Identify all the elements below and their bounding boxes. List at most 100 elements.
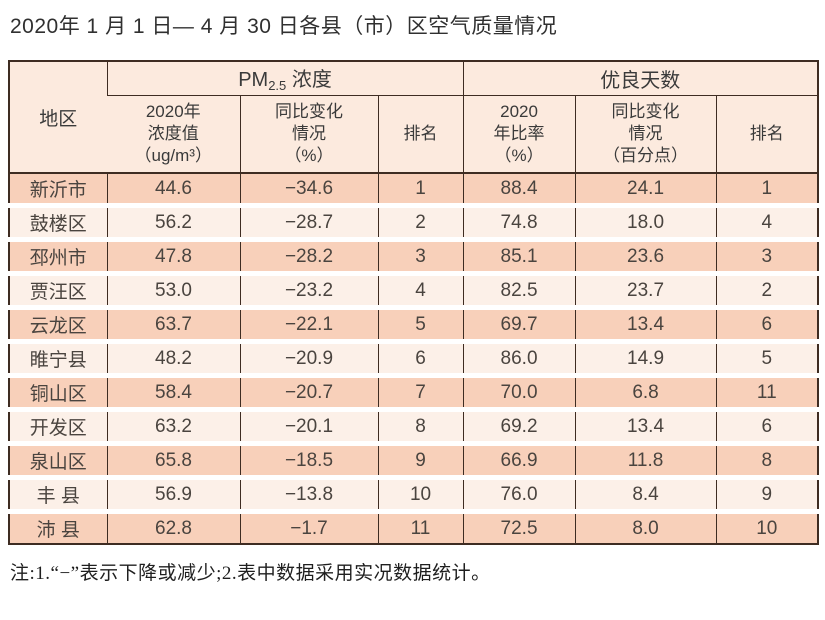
cell-pm-change: −28.7 xyxy=(239,205,378,242)
pm25-label-subscript: 2.5 xyxy=(268,78,287,94)
cell-region: 沛 县 xyxy=(9,511,107,545)
table-row: 开发区 63.2 −20.1 8 69.2 13.4 6 xyxy=(9,409,819,446)
cell-pm-rank: 9 xyxy=(377,443,464,480)
table-row: 新沂市 44.6 −34.6 1 88.4 24.1 1 xyxy=(9,173,819,208)
cell-days-rate: 70.0 xyxy=(462,375,576,412)
cell-days-rank: 3 xyxy=(715,239,819,276)
cell-region: 开发区 xyxy=(9,409,107,446)
cell-days-change: 8.0 xyxy=(574,511,717,545)
footnote: 注:1.“−”表示下降或减少;2.表中数据采用实况数据统计。 xyxy=(10,563,491,584)
cell-days-change: 6.8 xyxy=(574,375,717,412)
cell-region: 泉山区 xyxy=(9,443,107,480)
cell-pm-change: −20.7 xyxy=(239,375,378,412)
col-group-good-days: 优良天数 xyxy=(462,61,819,96)
pm25-label-suffix: 浓度 xyxy=(286,69,332,92)
cell-pm-change: −18.5 xyxy=(239,443,378,480)
cell-pm-change: −1.7 xyxy=(239,511,378,545)
cell-pm-value: 65.8 xyxy=(106,443,240,480)
header-columns-row: 2020年 浓度值 （ug/m³） 同比变化 情况 （%） 排名 2020 年比… xyxy=(9,95,819,174)
cell-days-change: 13.4 xyxy=(574,409,717,446)
cell-pm-value: 63.7 xyxy=(106,307,240,344)
cell-days-change: 11.8 xyxy=(574,443,717,480)
table-row: 贾汪区 53.0 −23.2 4 82.5 23.7 2 xyxy=(9,273,819,310)
cell-region: 鼓楼区 xyxy=(9,205,107,242)
cell-days-rank: 8 xyxy=(715,443,819,480)
cell-region: 邳州市 xyxy=(9,239,107,276)
cell-days-rate: 88.4 xyxy=(462,173,576,208)
cell-pm-rank: 4 xyxy=(377,273,464,310)
header-group-row: 地区 PM2.5 浓度 优良天数 xyxy=(9,61,819,174)
cell-region: 新沂市 xyxy=(9,173,107,208)
cell-days-rank: 11 xyxy=(715,375,819,412)
cell-days-rank: 6 xyxy=(715,307,819,344)
cell-pm-rank: 6 xyxy=(377,341,464,378)
table-header: 地区 PM2.5 浓度 优良天数 2020年 浓度值 （ug/m³） 同比变化 … xyxy=(9,61,819,174)
table-row: 云龙区 63.7 −22.1 5 69.7 13.4 6 xyxy=(9,307,819,344)
cell-days-rank: 4 xyxy=(715,205,819,242)
table-row: 睢宁县 48.2 −20.9 6 86.0 14.9 5 xyxy=(9,341,819,378)
cell-pm-change: −22.1 xyxy=(239,307,378,344)
cell-days-rank: 6 xyxy=(715,409,819,446)
cell-days-change: 8.4 xyxy=(574,477,717,514)
cell-days-rank: 10 xyxy=(715,511,819,545)
cell-pm-value: 56.9 xyxy=(106,477,240,514)
cell-pm-rank: 10 xyxy=(377,477,464,514)
cell-days-change: 23.7 xyxy=(574,273,717,310)
cell-days-rate: 69.7 xyxy=(462,307,576,344)
cell-pm-change: −28.2 xyxy=(239,239,378,276)
cell-pm-rank: 7 xyxy=(377,375,464,412)
air-quality-table: 地区 PM2.5 浓度 优良天数 2020年 浓度值 （ug/m³） 同比变化 … xyxy=(8,60,820,545)
cell-region: 贾汪区 xyxy=(9,273,107,310)
col-header-region: 地区 xyxy=(9,61,107,174)
cell-pm-rank: 5 xyxy=(377,307,464,344)
col-header-days-change: 同比变化 情况 （百分点） xyxy=(574,95,717,174)
cell-pm-value: 44.6 xyxy=(106,173,240,208)
cell-days-rank: 9 xyxy=(715,477,819,514)
page-title: 2020年 1 月 1 日— 4 月 30 日各县（市）区空气质量情况 xyxy=(10,15,558,38)
pm25-label-prefix: PM xyxy=(238,69,269,92)
col-header-days-rank: 排名 xyxy=(715,95,819,174)
cell-pm-change: −23.2 xyxy=(239,273,378,310)
cell-days-rank: 2 xyxy=(715,273,819,310)
table-row: 丰 县 56.9 −13.8 10 76.0 8.4 9 xyxy=(9,477,819,514)
col-header-pm-value: 2020年 浓度值 （ug/m³） xyxy=(107,95,240,174)
cell-pm-value: 58.4 xyxy=(106,375,240,412)
page: 2020年 1 月 1 日— 4 月 30 日各县（市）区空气质量情况 地区 P… xyxy=(8,15,820,584)
cell-days-rate: 66.9 xyxy=(462,443,576,480)
cell-region: 云龙区 xyxy=(9,307,107,344)
cell-pm-value: 53.0 xyxy=(106,273,240,310)
cell-days-rate: 72.5 xyxy=(462,511,576,545)
cell-days-change: 24.1 xyxy=(574,173,717,208)
cell-pm-change: −13.8 xyxy=(239,477,378,514)
cell-region: 铜山区 xyxy=(9,375,107,412)
cell-days-rate: 82.5 xyxy=(462,273,576,310)
cell-days-rate: 69.2 xyxy=(462,409,576,446)
table-row: 铜山区 58.4 −20.7 7 70.0 6.8 11 xyxy=(9,375,819,412)
cell-days-rate: 85.1 xyxy=(462,239,576,276)
cell-region: 丰 县 xyxy=(9,477,107,514)
col-header-days-rate: 2020 年比率 （%） xyxy=(462,95,576,174)
cell-days-change: 14.9 xyxy=(574,341,717,378)
cell-pm-change: −34.6 xyxy=(239,173,378,208)
cell-pm-rank: 1 xyxy=(377,173,464,208)
cell-days-rank: 1 xyxy=(715,173,819,208)
cell-days-rate: 76.0 xyxy=(462,477,576,514)
cell-pm-change: −20.1 xyxy=(239,409,378,446)
cell-days-rank: 5 xyxy=(715,341,819,378)
cell-days-change: 18.0 xyxy=(574,205,717,242)
cell-pm-change: −20.9 xyxy=(239,341,378,378)
cell-pm-value: 56.2 xyxy=(106,205,240,242)
cell-days-change: 13.4 xyxy=(574,307,717,344)
table-row: 泉山区 65.8 −18.5 9 66.9 11.8 8 xyxy=(9,443,819,480)
cell-days-change: 23.6 xyxy=(574,239,717,276)
col-header-pm-rank: 排名 xyxy=(377,95,464,174)
cell-pm-rank: 8 xyxy=(377,409,464,446)
cell-pm-value: 47.8 xyxy=(106,239,240,276)
col-group-pm25: PM2.5 浓度 xyxy=(106,61,464,96)
table-row: 鼓楼区 56.2 −28.7 2 74.8 18.0 4 xyxy=(9,205,819,242)
cell-pm-value: 63.2 xyxy=(106,409,240,446)
cell-pm-rank: 2 xyxy=(377,205,464,242)
cell-pm-value: 62.8 xyxy=(106,511,240,545)
cell-region: 睢宁县 xyxy=(9,341,107,378)
table-row: 邳州市 47.8 −28.2 3 85.1 23.6 3 xyxy=(9,239,819,276)
